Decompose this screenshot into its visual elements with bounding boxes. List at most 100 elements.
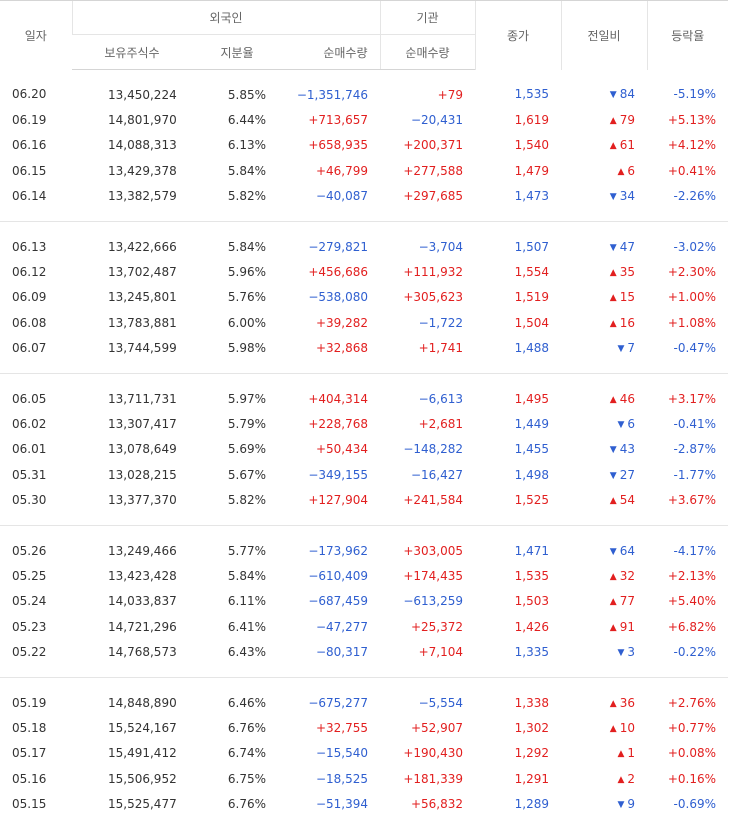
rate-cell: +0.08% [667, 746, 716, 761]
foreign-net-cell: +658,935 [308, 138, 368, 153]
rate-cell: -2.87% [673, 442, 716, 457]
table-row: 06.08 13,783,881 6.00% +39,282 −1,722 1,504 ▲ 1… [0, 310, 728, 335]
foreign-net-cell: +46,799 [315, 163, 368, 178]
close-price-cell: 1,619 [514, 113, 549, 128]
table-row: 06.14 13,382,579 5.82% −40,087 +297,685 1,473… [0, 184, 728, 222]
ratio-cell: 6.13% [227, 138, 266, 153]
ratio-cell: 6.44% [227, 113, 266, 128]
close-price-cell: 1,525 [514, 493, 549, 508]
triangle-up-icon: ▲ [609, 597, 617, 608]
rate-cell: +5.13% [667, 113, 716, 128]
change-value: 6 [627, 416, 635, 431]
ratio-cell: 6.00% [227, 315, 266, 330]
header-ratio: 지분율 [192, 34, 282, 70]
table-row: 06.07 13,744,599 5.98% +32,868 +1,741 1,488 ▼ 7… [0, 336, 728, 374]
institution-net-cell: +303,005 [380, 524, 475, 564]
change-value: 1 [627, 746, 635, 761]
institution-net-cell: +297,685 [403, 189, 463, 204]
table-row: 06.12 13,702,487 5.96% +456,686 +111,932 1,55… [0, 259, 728, 284]
triangle-up-icon: ▲ [617, 774, 625, 785]
triangle-down-icon: ▼ [609, 242, 617, 253]
table-row: 05.26 13,249,466 5.77% −173,962 +303,005 1,47… [0, 524, 728, 564]
triangle-up-icon: ▲ [609, 293, 617, 304]
header-foreign: 외국인 [71, 0, 380, 35]
change-cell: ▲ 46 [561, 372, 647, 412]
change-cell: ▼ 84 [561, 70, 647, 108]
change-value: 34 [619, 189, 635, 204]
institution-net-cell: +7,104 [418, 645, 463, 660]
change-cell: ▲ 77 [561, 589, 647, 614]
change-value: 91 [619, 619, 635, 634]
table-row: 05.18 15,524,167 6.76% +32,755 +52,907 1,302 ▲… [0, 715, 728, 740]
ratio-cell: 5.77% [192, 524, 282, 564]
header-close: 종가 [474, 0, 561, 70]
change-cell: ▲ 54 [561, 487, 647, 525]
institution-net-cell: +52,907 [410, 720, 463, 735]
triangle-up-icon: ▲ [617, 166, 625, 177]
change-cell: ▼ 6 [561, 411, 647, 436]
date-cell: 06.09 [12, 290, 47, 305]
holdings-cell: 13,429,378 [108, 163, 177, 178]
triangle-up-icon: ▲ [609, 394, 617, 405]
header-foreign-net: 순매수량 [282, 34, 380, 70]
foreign-net-cell: −538,080 [308, 290, 368, 305]
holdings-cell: 13,702,487 [108, 265, 177, 280]
table-row: 06.16 14,088,313 6.13% +658,935 +200,371 1,54… [0, 133, 728, 158]
triangle-up-icon: ▲ [609, 622, 617, 633]
date-cell: 06.13 [0, 220, 72, 260]
institution-net-cell: +2,681 [418, 416, 463, 431]
foreign-net-cell: −610,409 [308, 568, 368, 583]
foreign-net-cell: +127,904 [308, 493, 368, 508]
change-value: 43 [619, 442, 635, 457]
foreign-net-cell: −40,087 [315, 189, 368, 204]
table-row: 06.19 14,801,970 6.44% +713,657 −20,431 1,619… [0, 107, 728, 132]
ratio-cell: 6.76% [227, 720, 266, 735]
ratio-cell: 5.96% [227, 265, 266, 280]
change-cell: ▼ 64 [561, 524, 647, 564]
ratio-cell: 5.84% [192, 220, 282, 260]
close-price-cell: 1,540 [514, 138, 549, 153]
change-cell: ▼ 47 [561, 220, 647, 260]
rate-cell: -5.19% [673, 87, 716, 102]
institution-net-cell: +111,932 [403, 265, 463, 280]
row-group: 06.20 13,450,224 5.85% −1,351,746 +79 1,535 ▼ 8… [0, 70, 728, 222]
change-value: 47 [619, 239, 635, 254]
date-cell: 05.22 [12, 645, 47, 660]
institution-net-cell: +181,339 [403, 771, 463, 786]
foreign-net-cell: −47,277 [315, 619, 368, 634]
ratio-cell: 5.85% [227, 87, 266, 102]
table-row: 06.02 13,307,417 5.79% +228,768 +2,681 1,449 ▼… [0, 411, 728, 436]
holdings-cell: 15,525,477 [108, 797, 177, 812]
holdings-cell: 13,744,599 [108, 341, 177, 356]
close-price-cell: 1,338 [475, 676, 561, 716]
close-price-cell: 1,289 [514, 797, 549, 812]
change-value: 54 [619, 493, 635, 508]
holdings-cell: 14,721,296 [108, 619, 177, 634]
ratio-cell: 5.82% [227, 493, 266, 508]
holdings-cell: 13,078,649 [108, 442, 177, 457]
rate-cell: -0.47% [673, 341, 716, 356]
rate-cell: +4.12% [667, 138, 716, 153]
ratio-cell: 5.76% [227, 290, 266, 305]
foreign-net-cell: −80,317 [315, 645, 368, 660]
date-cell: 06.15 [12, 163, 47, 178]
row-group: 06.05 13,711,731 5.97% +404,314 −6,613 1,495 ▲… [0, 372, 728, 525]
close-price-cell: 1,291 [514, 771, 549, 786]
ratio-cell: 5.98% [227, 341, 266, 356]
table-row: 05.23 14,721,296 6.41% −47,277 +25,372 1,426 ▲… [0, 614, 728, 639]
close-price-cell: 1,498 [514, 467, 549, 482]
holdings-cell: 13,377,370 [108, 493, 177, 508]
ratio-cell: 6.41% [227, 619, 266, 634]
change-value: 77 [619, 594, 635, 609]
close-price-cell: 1,426 [514, 619, 549, 634]
holdings-cell: 13,382,579 [108, 189, 177, 204]
close-price-cell: 1,455 [514, 442, 549, 457]
ratio-cell: 6.11% [227, 594, 266, 609]
change-cell: ▲ 15 [561, 285, 647, 310]
triangle-up-icon: ▲ [609, 571, 617, 582]
change-cell: ▲ 1 [561, 741, 647, 766]
rate-cell: +0.16% [667, 771, 716, 786]
rate-cell: +5.40% [667, 594, 716, 609]
foreign-net-cell: +228,768 [308, 416, 368, 431]
close-price-cell: 1,449 [514, 416, 549, 431]
